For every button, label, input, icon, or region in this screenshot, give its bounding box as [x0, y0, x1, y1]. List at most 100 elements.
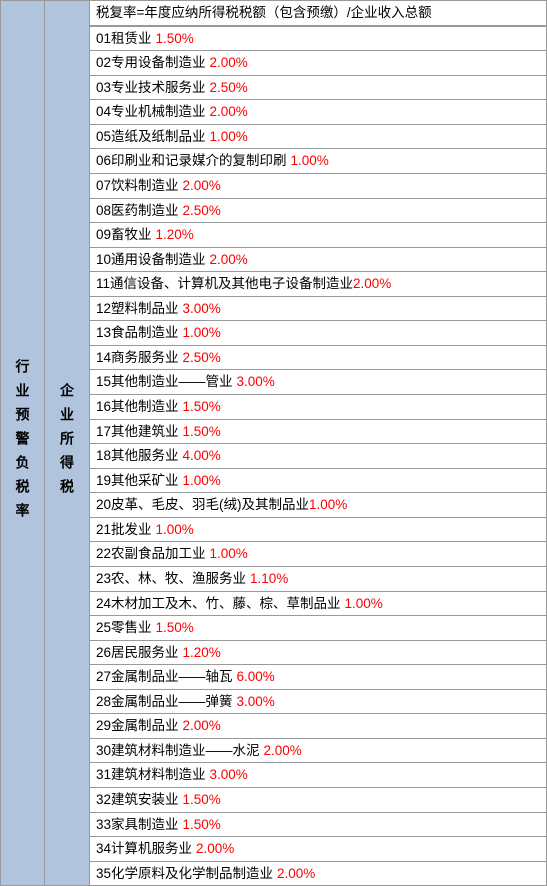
row-tax-rate: 1.20%: [156, 225, 194, 245]
row-tax-rate: 2.50%: [183, 201, 221, 221]
table-row: 03 专业技术服务业2.50%: [90, 76, 547, 101]
row-number: 33: [96, 815, 111, 835]
row-number: 10: [96, 250, 111, 270]
row-tax-rate: 2.00%: [264, 741, 302, 761]
row-industry-name: 金属制品业——弹簧: [111, 692, 233, 712]
row-tax-rate: 2.00%: [210, 53, 248, 73]
row-industry-name: 批发业: [111, 520, 152, 540]
table-row: 06 印刷业和记录媒介的复制印刷1.00%: [90, 149, 547, 174]
row-industry-name: 木材加工及木、竹、藤、棕、草制品业: [111, 594, 341, 614]
row-tax-rate: 2.00%: [196, 839, 234, 859]
tax-rate-table: 行业预警负税率 企业所得税 税复率=年度应纳所得税税额（包含预缴）/企业收入总额…: [0, 0, 547, 886]
row-tax-rate: 4.00%: [183, 446, 221, 466]
table-row: 14 商务服务业2.50%: [90, 346, 547, 371]
row-tax-rate: 2.50%: [210, 78, 248, 98]
table-row: 22 农副食品加工业1.00%: [90, 542, 547, 567]
row-industry-name: 印刷业和记录媒介的复制印刷: [111, 151, 287, 171]
row-tax-rate: 2.50%: [183, 348, 221, 368]
table-row: 33 家具制造业1.50%: [90, 813, 547, 838]
row-tax-rate: 1.50%: [183, 790, 221, 810]
row-industry-name: 建筑材料制造业——水泥: [111, 741, 260, 761]
row-tax-rate: 1.50%: [156, 29, 194, 49]
left-header: 行业预警负税率: [0, 0, 45, 886]
row-industry-name: 金属制品业: [111, 716, 179, 736]
table-row: 21 批发业1.00%: [90, 518, 547, 543]
row-industry-name: 专业技术服务业: [111, 78, 206, 98]
row-tax-rate: 1.50%: [183, 422, 221, 442]
row-industry-name: 商务服务业: [111, 348, 179, 368]
table-row: 08 医药制造业2.50%: [90, 199, 547, 224]
row-tax-rate: 3.00%: [237, 372, 275, 392]
table-row: 07 饮料制造业2.00%: [90, 174, 547, 199]
row-industry-name: 饮料制造业: [111, 176, 179, 196]
formula-row: 税复率=年度应纳所得税税额（包含预缴）/企业收入总额: [90, 0, 547, 26]
mid-header-text: 企业所得税: [57, 383, 77, 503]
table-row: 18 其他服务业4.00%: [90, 444, 547, 469]
row-industry-name: 畜牧业: [111, 225, 152, 245]
table-row: 32 建筑安装业1.50%: [90, 788, 547, 813]
rows-container: 01 租赁业1.50%02 专用设备制造业2.00%03 专业技术服务业2.50…: [90, 26, 547, 886]
row-tax-rate: 1.00%: [210, 127, 248, 147]
table-row: 24 木材加工及木、竹、藤、棕、草制品业1.00%: [90, 592, 547, 617]
row-tax-rate: 1.50%: [183, 815, 221, 835]
row-industry-name: 租赁业: [111, 29, 152, 49]
table-row: 30 建筑材料制造业——水泥2.00%: [90, 739, 547, 764]
row-number: 21: [96, 520, 111, 540]
table-row: 35 化学原料及化学制品制造业2.00%: [90, 862, 547, 886]
row-number: 07: [96, 176, 111, 196]
row-number: 27: [96, 667, 111, 687]
table-row: 01 租赁业1.50%: [90, 26, 547, 52]
row-industry-name: 医药制造业: [111, 201, 179, 221]
table-row: 11 通信设备、计算机及其他电子设备制造业2.00%: [90, 272, 547, 297]
row-tax-rate: 3.00%: [183, 299, 221, 319]
row-number: 16: [96, 397, 111, 417]
row-industry-name: 居民服务业: [111, 643, 179, 663]
row-number: 14: [96, 348, 111, 368]
row-number: 29: [96, 716, 111, 736]
row-number: 28: [96, 692, 111, 712]
row-number: 12: [96, 299, 111, 319]
row-number: 13: [96, 323, 111, 343]
row-tax-rate: 3.00%: [210, 765, 248, 785]
row-number: 08: [96, 201, 111, 221]
formula-text: 税复率=年度应纳所得税税额（包含预缴）/企业收入总额: [96, 3, 432, 23]
row-tax-rate: 1.10%: [250, 569, 288, 589]
row-number: 26: [96, 643, 111, 663]
table-row: 20 皮革、毛皮、羽毛(绒)及其制品业1.00%: [90, 493, 547, 518]
row-number: 03: [96, 78, 111, 98]
row-tax-rate: 2.00%: [183, 716, 221, 736]
row-industry-name: 食品制造业: [111, 323, 179, 343]
row-industry-name: 其他制造业: [111, 397, 179, 417]
row-industry-name: 农副食品加工业: [111, 544, 206, 564]
row-number: 04: [96, 102, 111, 122]
row-number: 24: [96, 594, 111, 614]
table-row: 04 专业机械制造业2.00%: [90, 100, 547, 125]
table-row: 13 食品制造业1.00%: [90, 321, 547, 346]
table-row: 23 农、林、牧、渔服务业1.10%: [90, 567, 547, 592]
row-industry-name: 专业机械制造业: [111, 102, 206, 122]
table-row: 29金属制品业2.00%: [90, 714, 547, 739]
row-tax-rate: 1.20%: [183, 643, 221, 663]
row-number: 17: [96, 422, 111, 442]
row-industry-name: 农、林、牧、渔服务业: [111, 569, 246, 589]
table-row: 10 通用设备制造业2.00%: [90, 248, 547, 273]
row-industry-name: 其他服务业: [111, 446, 179, 466]
row-tax-rate: 2.00%: [353, 274, 391, 294]
row-tax-rate: 1.00%: [345, 594, 383, 614]
row-industry-name: 家具制造业: [111, 815, 179, 835]
table-row: 09 畜牧业1.20%: [90, 223, 547, 248]
row-number: 06: [96, 151, 111, 171]
row-number: 32: [96, 790, 111, 810]
row-industry-name: 皮革、毛皮、羽毛(绒)及其制品业: [111, 495, 309, 515]
row-tax-rate: 3.00%: [237, 692, 275, 712]
table-row: 31 建筑材料制造业3.00%: [90, 763, 547, 788]
table-row: 19 其他采矿业1.00%: [90, 469, 547, 494]
table-row: 15 其他制造业——管业3.00%: [90, 370, 547, 395]
row-tax-rate: 1.00%: [309, 495, 347, 515]
row-industry-name: 通用设备制造业: [111, 250, 206, 270]
table-row: 05 造纸及纸制品业1.00%: [90, 125, 547, 150]
row-tax-rate: 1.00%: [183, 323, 221, 343]
row-number: 05: [96, 127, 111, 147]
left-header-text: 行业预警负税率: [13, 359, 33, 527]
row-tax-rate: 2.00%: [183, 176, 221, 196]
